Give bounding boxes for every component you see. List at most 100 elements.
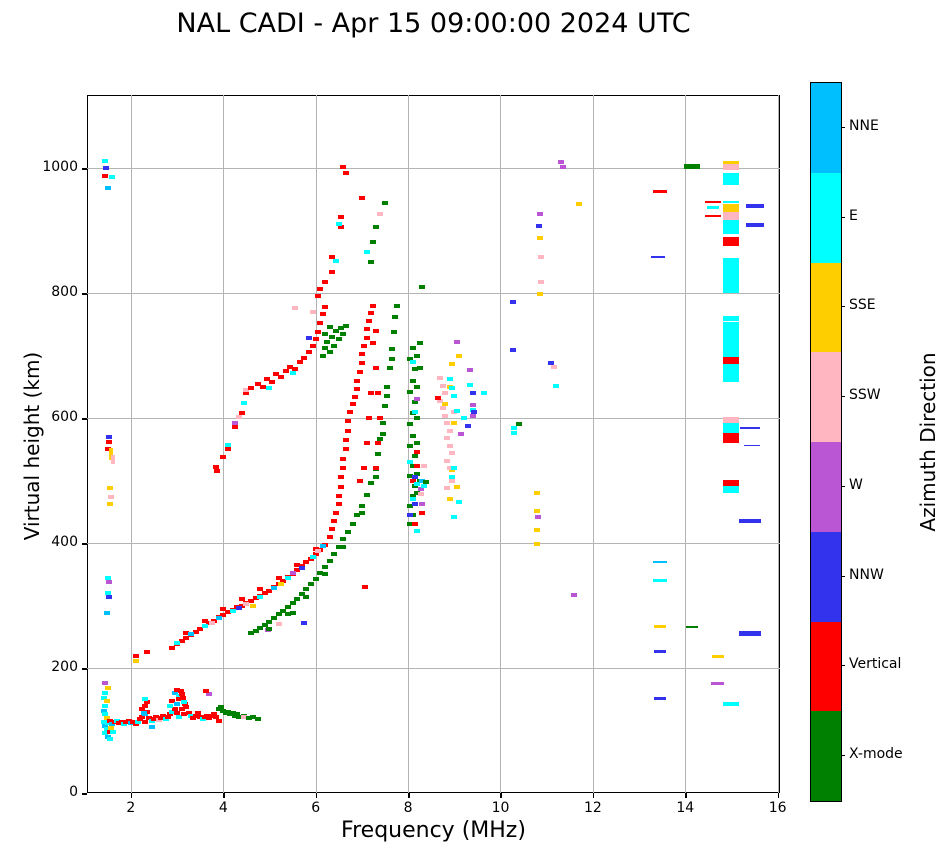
data-point [303, 560, 310, 565]
colorbar-segment-sse [811, 262, 841, 353]
data-point [167, 703, 174, 708]
data-point [448, 362, 455, 367]
data-point [652, 579, 667, 583]
data-point [416, 366, 423, 371]
data-point [144, 699, 151, 704]
data-point [310, 344, 317, 349]
data-point [178, 639, 185, 644]
data-point [252, 628, 259, 633]
y-tick-label-800: 800 [51, 284, 78, 301]
data-point [358, 361, 365, 366]
data-point [220, 612, 227, 617]
data-point [535, 224, 542, 229]
colorbar-tick-sse [841, 306, 845, 308]
data-point [144, 709, 151, 714]
data-point [333, 511, 340, 516]
data-point [448, 475, 455, 480]
data-point [118, 719, 125, 724]
data-block [723, 161, 740, 165]
data-point [368, 259, 375, 264]
data-point [248, 386, 254, 391]
data-point [278, 581, 285, 586]
data-point [315, 548, 321, 553]
data-point [215, 707, 222, 712]
data-point [312, 337, 319, 342]
data-point [738, 519, 761, 524]
data-point [266, 588, 273, 593]
data-point [254, 716, 261, 721]
data-point [418, 478, 425, 483]
x-tick-10 [500, 793, 502, 798]
data-point [275, 622, 282, 627]
data-block [723, 164, 740, 170]
data-point [368, 481, 375, 486]
data-point [417, 486, 424, 491]
data-point [317, 287, 324, 292]
data-point [177, 688, 184, 693]
data-point [384, 384, 391, 389]
data-point [745, 222, 764, 227]
data-point [358, 503, 365, 508]
data-point [220, 454, 227, 459]
data-point [102, 712, 109, 717]
colorbar-tick-e [841, 216, 845, 218]
data-point [342, 447, 349, 452]
colorbar-label-x-mode: X-mode [849, 746, 903, 763]
y-tick-0 [82, 793, 87, 795]
data-point [340, 456, 347, 461]
data-point [224, 447, 231, 452]
data-point [448, 451, 455, 456]
data-point [289, 571, 296, 576]
data-point [576, 201, 583, 206]
data-point [467, 367, 474, 372]
data-point [268, 379, 275, 384]
data-point [324, 339, 331, 344]
data-point [375, 452, 382, 457]
data-point [331, 519, 338, 524]
data-point [414, 416, 421, 421]
data-point [321, 331, 328, 336]
data-point [132, 653, 139, 658]
data-point [354, 387, 361, 392]
gridline-y-400 [87, 543, 780, 545]
data-point [412, 522, 419, 527]
gridline-x-6 [315, 95, 317, 793]
data-point [211, 712, 218, 717]
data-point [377, 212, 384, 217]
data-point [363, 492, 370, 497]
data-point [167, 712, 174, 717]
data-point [321, 564, 328, 569]
x-tick-label-14: 14 [676, 800, 695, 816]
data-point [328, 527, 335, 532]
data-point [289, 601, 296, 606]
data-point [354, 512, 361, 517]
x-tick-label-4: 4 [218, 800, 228, 816]
data-point [361, 466, 368, 471]
data-point [407, 473, 414, 478]
data-point [451, 466, 458, 471]
data-point [388, 356, 395, 361]
data-point [181, 712, 188, 717]
data-point [102, 158, 109, 163]
data-point [391, 329, 398, 334]
data-point [442, 391, 449, 396]
data-point [315, 329, 321, 334]
data-point [125, 718, 132, 723]
data-point [407, 512, 414, 517]
data-point [141, 697, 148, 702]
data-point [446, 466, 453, 471]
data-point [338, 484, 345, 489]
data-point [422, 480, 429, 485]
gridline-y-1000 [87, 168, 780, 170]
data-point [409, 346, 416, 351]
data-point [368, 311, 375, 316]
data-point [190, 716, 197, 720]
data-point [418, 284, 425, 289]
data-point [252, 596, 259, 601]
data-point [174, 711, 181, 715]
data-point [326, 349, 333, 354]
x-tick-label-12: 12 [583, 800, 602, 816]
data-point [377, 437, 384, 442]
data-point [442, 402, 449, 407]
data-point [321, 572, 328, 577]
